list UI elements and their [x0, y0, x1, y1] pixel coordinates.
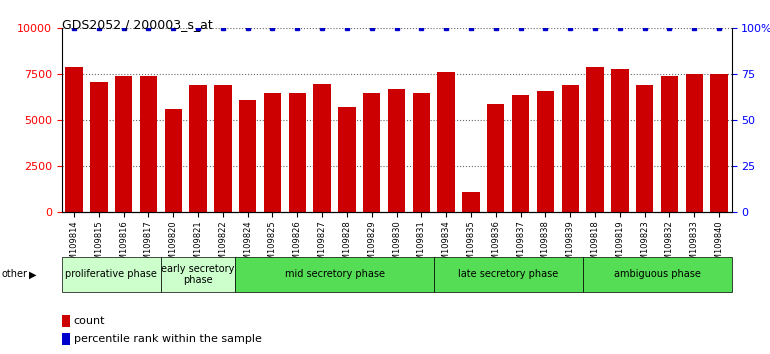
- Bar: [62, 315, 69, 327]
- Bar: [462, 192, 480, 212]
- Text: GDS2052 / 200003_s_at: GDS2052 / 200003_s_at: [62, 18, 213, 31]
- Bar: [711, 74, 728, 212]
- Bar: [161, 257, 236, 292]
- Bar: [62, 333, 69, 345]
- Bar: [264, 93, 281, 212]
- Text: mid secretory phase: mid secretory phase: [285, 269, 384, 279]
- Bar: [239, 100, 256, 212]
- Bar: [189, 85, 206, 212]
- Text: percentile rank within the sample: percentile rank within the sample: [74, 334, 262, 344]
- Bar: [413, 93, 430, 212]
- Bar: [611, 69, 628, 212]
- Bar: [115, 76, 132, 212]
- Text: late secretory phase: late secretory phase: [458, 269, 558, 279]
- Bar: [90, 82, 108, 212]
- Text: other: other: [2, 269, 28, 279]
- Text: ambiguous phase: ambiguous phase: [614, 269, 701, 279]
- Bar: [214, 85, 232, 212]
- Text: count: count: [74, 316, 105, 326]
- Bar: [140, 76, 157, 212]
- Bar: [661, 76, 678, 212]
- Bar: [537, 91, 554, 212]
- Bar: [583, 257, 732, 292]
- Text: ▶: ▶: [29, 269, 37, 279]
- Bar: [685, 74, 703, 212]
- Bar: [289, 93, 306, 212]
- Bar: [363, 93, 380, 212]
- Bar: [512, 95, 529, 212]
- Bar: [587, 67, 604, 212]
- Text: early secretory
phase: early secretory phase: [162, 263, 235, 285]
- Bar: [561, 85, 579, 212]
- Bar: [437, 73, 455, 212]
- Bar: [165, 109, 182, 212]
- Bar: [388, 89, 405, 212]
- Text: proliferative phase: proliferative phase: [65, 269, 157, 279]
- Bar: [236, 257, 434, 292]
- Bar: [65, 67, 82, 212]
- Bar: [313, 84, 331, 212]
- Bar: [62, 257, 161, 292]
- Bar: [487, 104, 504, 212]
- Bar: [434, 257, 583, 292]
- Bar: [636, 85, 653, 212]
- Bar: [338, 108, 356, 212]
